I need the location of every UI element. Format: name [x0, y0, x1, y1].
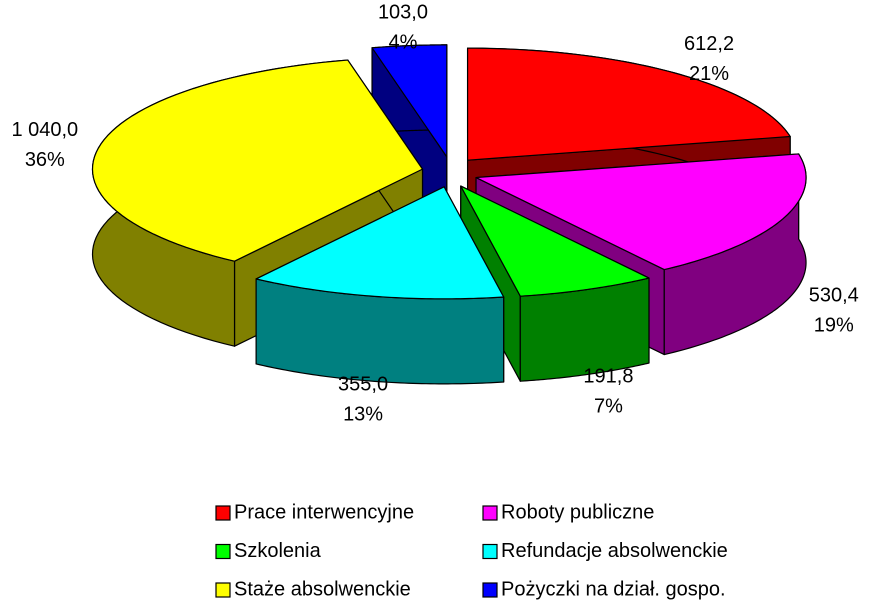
percent-label: 4% [389, 32, 418, 54]
legend-label: Roboty publiczne [501, 501, 654, 523]
slice [460, 185, 650, 382]
value-label: 1 040,0 [11, 119, 78, 141]
slice-top [371, 44, 448, 158]
legend-label: Szkolenia [234, 540, 322, 562]
value-label: 103,0 [378, 2, 428, 24]
legend-label: Refundacje absolwenckie [501, 540, 728, 562]
legend-swatch [482, 543, 498, 560]
percent-label: 7% [594, 396, 623, 418]
legend-label: Pożyczki na dział. gospo. [501, 578, 726, 600]
legend-swatch [482, 582, 498, 598]
slice-top [91, 59, 424, 262]
value-label: 612,2 [684, 33, 734, 55]
value-label: 355,0 [338, 374, 388, 396]
slice [255, 186, 505, 385]
legend-swatch [482, 505, 498, 521]
value-label: 191,8 [583, 366, 633, 388]
slice-top [466, 47, 791, 161]
legend-label: Staże absolwenckie [234, 578, 411, 600]
legend-swatch [215, 505, 231, 521]
legend-swatch [215, 543, 231, 560]
slice-top [255, 186, 505, 300]
legend-label: Prace interwencyjne [234, 501, 414, 523]
percent-label: 21% [689, 63, 729, 85]
percent-label: 36% [25, 149, 65, 171]
slice-top [460, 185, 650, 297]
percent-label: 13% [343, 404, 383, 426]
percent-label: 19% [814, 315, 854, 337]
legend-swatch [215, 582, 231, 598]
value-label: 530,4 [809, 285, 859, 307]
slice [371, 44, 448, 243]
slice-top [475, 153, 807, 271]
